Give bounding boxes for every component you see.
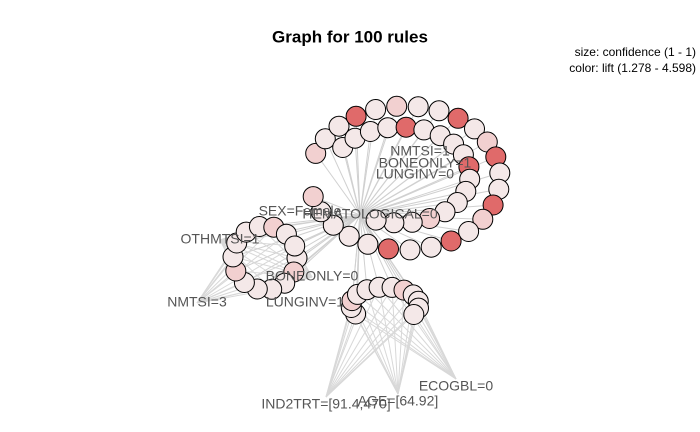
item-label: LUNGINV=1 <box>266 294 344 310</box>
edge <box>325 314 415 398</box>
edge <box>351 300 457 380</box>
edge <box>359 214 393 288</box>
rule <box>322 214 344 236</box>
item-label: ECOGBL=0 <box>419 378 494 394</box>
title: Graph for 100 rules <box>272 27 428 46</box>
rule <box>345 105 367 127</box>
rule <box>386 95 408 117</box>
rule <box>458 221 480 242</box>
item-label: OTHMTSI=1 <box>181 231 260 247</box>
edge <box>359 131 371 216</box>
edge <box>378 286 457 380</box>
edge <box>351 307 457 380</box>
edge <box>325 300 419 398</box>
edge <box>342 147 361 216</box>
rule <box>447 107 469 129</box>
edge <box>324 138 361 216</box>
edge <box>325 289 405 398</box>
legend-color: color: lift (1.278 - 4.598) <box>569 61 696 75</box>
rule <box>365 99 387 120</box>
rule <box>377 117 399 139</box>
item-label: LUNGINV=0 <box>376 166 454 182</box>
edge <box>325 287 380 398</box>
edge <box>359 129 425 216</box>
edge <box>378 287 399 395</box>
rule <box>365 209 387 231</box>
rules <box>222 95 511 325</box>
edge <box>359 178 470 216</box>
edge <box>359 166 470 216</box>
edge <box>356 214 361 295</box>
rule <box>395 116 417 138</box>
rule <box>359 121 381 142</box>
rule <box>464 118 485 140</box>
legend-size: size: confidence (1 - 1) <box>575 45 696 59</box>
edge <box>325 287 393 398</box>
item-label: HEMATOLOGICAL=0 <box>302 206 437 222</box>
rule <box>428 100 450 122</box>
edge <box>413 314 457 380</box>
edge <box>359 143 454 216</box>
edge <box>418 307 457 380</box>
rule <box>328 115 350 137</box>
rule <box>399 239 421 261</box>
rule <box>284 235 306 257</box>
item-label: SEX=Female <box>259 203 342 219</box>
rule <box>314 128 336 150</box>
rule <box>357 233 379 255</box>
rule <box>403 304 425 325</box>
edge <box>366 289 399 395</box>
edge <box>359 126 407 216</box>
edge <box>359 135 441 216</box>
item-label: NMTSI=3 <box>167 294 227 310</box>
edge <box>325 294 414 398</box>
rule <box>472 208 494 230</box>
edge <box>391 287 457 380</box>
rule <box>482 194 504 216</box>
edge <box>359 154 464 216</box>
rule <box>440 230 462 252</box>
rule <box>302 186 324 208</box>
rule <box>305 142 327 164</box>
edge <box>397 314 415 395</box>
item-label: BONEONLY=0 <box>266 268 359 284</box>
rule <box>338 225 360 247</box>
rule <box>420 236 442 258</box>
rule <box>378 238 399 260</box>
edge <box>315 153 361 216</box>
item-label: IND2TRT=[91.4,470] <box>261 396 390 412</box>
item-label: AGE=[64.92] <box>358 393 439 409</box>
rule <box>407 96 429 118</box>
edge <box>359 127 389 216</box>
item-label: BONEONLY=1 <box>379 155 472 171</box>
edge <box>354 138 361 216</box>
item-label: NMTSI=1 <box>390 143 450 159</box>
